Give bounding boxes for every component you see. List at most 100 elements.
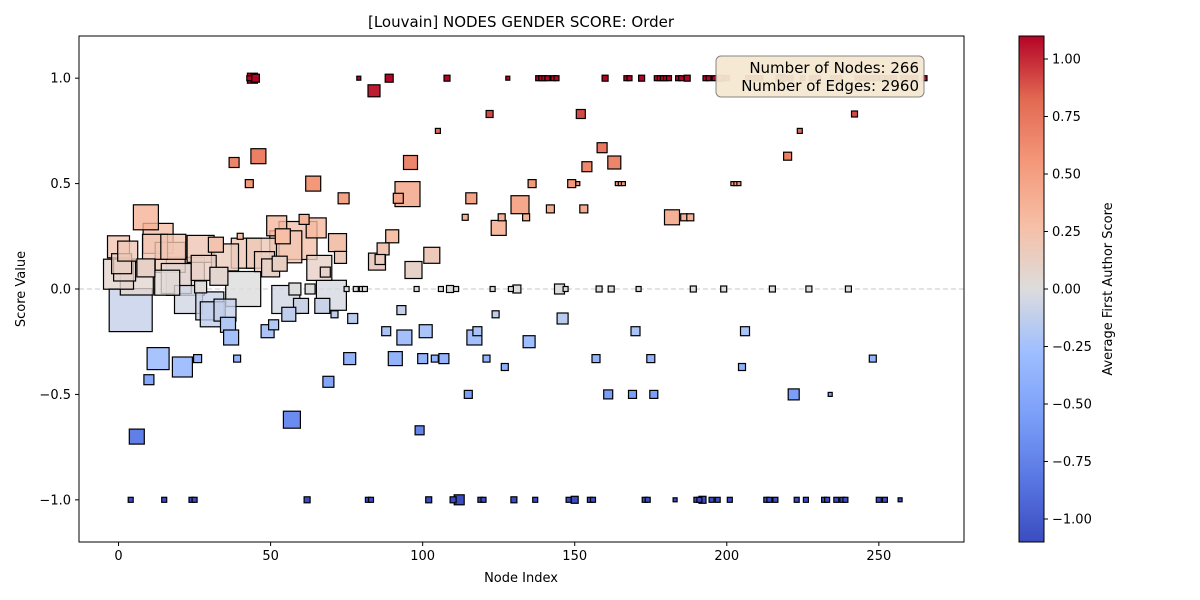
data-point	[146, 347, 170, 371]
data-point	[337, 192, 350, 205]
data-point	[579, 204, 589, 214]
data-point	[453, 285, 460, 293]
data-point	[482, 354, 491, 363]
data-point	[644, 496, 651, 503]
data-point	[236, 232, 244, 240]
data-point	[274, 228, 291, 245]
data-point	[521, 213, 531, 222]
data-point	[708, 496, 715, 503]
x-tick-label: 250	[866, 549, 891, 564]
data-point	[678, 75, 685, 82]
data-point	[367, 84, 381, 98]
data-point	[490, 219, 507, 236]
data-point	[233, 354, 242, 363]
data-point	[374, 253, 386, 266]
data-point	[637, 74, 646, 82]
data-point	[108, 288, 153, 333]
info-edges-count: Number of Edges: 2960	[741, 77, 919, 95]
data-point	[570, 495, 579, 504]
data-point	[805, 285, 813, 293]
data-point	[381, 326, 392, 337]
data-point	[510, 496, 518, 504]
data-point	[802, 496, 810, 503]
data-point	[737, 362, 747, 372]
data-point	[626, 75, 633, 82]
data-point	[683, 74, 691, 82]
data-point	[333, 250, 348, 264]
data-point	[376, 242, 390, 256]
colorbar: −1.00 −0.75 −0.50 −0.25 0.00 0.25 0.50 0.75 1.00…	[1018, 35, 1116, 543]
data-point	[823, 496, 831, 503]
data-point	[437, 285, 444, 293]
data-point	[595, 285, 603, 293]
data-point	[736, 181, 742, 187]
data-point	[772, 496, 779, 503]
data-point	[292, 297, 310, 314]
data-point	[207, 236, 224, 253]
data-point	[875, 496, 882, 503]
data-point	[472, 326, 483, 337]
colorbar-tick-label: −0.75	[1052, 455, 1092, 470]
colorbar-tick-label: 0.50	[1052, 168, 1081, 183]
data-point	[268, 319, 280, 331]
data-point	[545, 204, 556, 214]
data-point	[665, 75, 673, 82]
data-point	[649, 389, 659, 399]
data-point	[161, 496, 168, 503]
data-point	[485, 109, 494, 119]
data-point	[209, 266, 229, 286]
data-point	[663, 209, 681, 226]
data-point	[827, 391, 833, 397]
data-point	[304, 283, 316, 295]
data-point	[705, 75, 712, 82]
colorbar-tick-label: 0.75	[1052, 110, 1081, 125]
data-point	[298, 213, 310, 225]
colorbar-tick-label: −0.50	[1052, 398, 1092, 413]
data-point	[449, 496, 457, 504]
y-tick-label: −1.0	[39, 493, 71, 508]
data-point	[396, 329, 413, 346]
data-point	[562, 285, 569, 293]
data-point	[726, 496, 733, 503]
data-point	[143, 374, 155, 386]
data-point	[305, 217, 327, 239]
data-point	[881, 496, 889, 503]
data-point	[392, 192, 404, 204]
data-point	[607, 155, 622, 170]
info-nodes-count: Number of Nodes: 266	[749, 59, 919, 77]
data-point	[343, 285, 350, 293]
data-point	[833, 496, 840, 503]
data-point	[244, 179, 254, 189]
data-point	[556, 312, 569, 325]
data-point	[314, 297, 331, 314]
data-point	[136, 258, 156, 278]
data-point	[246, 75, 253, 82]
data-point	[303, 496, 311, 504]
data-point	[443, 74, 451, 82]
data-point	[288, 282, 302, 296]
data-point	[361, 285, 368, 293]
data-point	[154, 269, 181, 296]
data-point	[672, 497, 678, 503]
info-box: Number of Nodes: 266 Number of Edges: 29…	[715, 55, 925, 98]
data-point	[782, 151, 793, 161]
data-point	[850, 110, 859, 118]
data-point	[418, 324, 433, 339]
data-point	[127, 496, 134, 503]
data-point	[413, 285, 420, 293]
data-point	[445, 284, 455, 294]
data-point	[387, 351, 403, 367]
x-axis-title: Node Index	[484, 571, 558, 586]
data-point	[425, 496, 433, 504]
data-point	[352, 285, 359, 293]
data-point	[384, 73, 394, 83]
data-point	[544, 75, 551, 82]
data-point	[589, 496, 597, 503]
data-point	[512, 284, 522, 294]
data-point	[686, 213, 695, 222]
x-tick-label: 50	[262, 549, 279, 564]
data-point	[305, 175, 322, 192]
colorbar-tick-label: −0.25	[1052, 340, 1092, 355]
data-point	[500, 362, 509, 372]
data-point	[404, 260, 423, 280]
